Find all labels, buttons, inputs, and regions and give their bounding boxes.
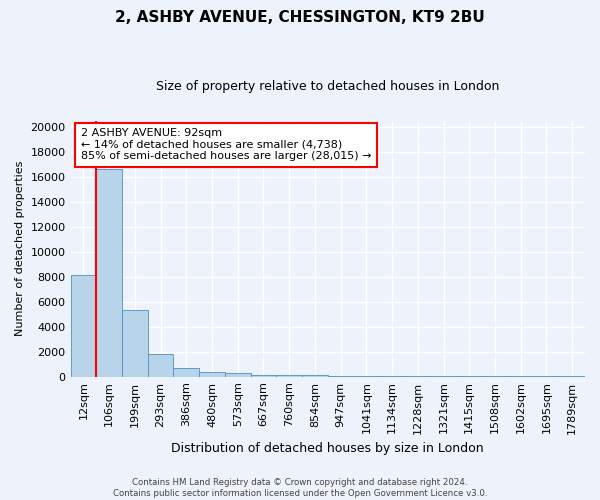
Bar bbox=[71, 276, 96, 376]
Text: Contains HM Land Registry data © Crown copyright and database right 2024.
Contai: Contains HM Land Registry data © Crown c… bbox=[113, 478, 487, 498]
Bar bbox=[199, 372, 225, 376]
Text: 2, ASHBY AVENUE, CHESSINGTON, KT9 2BU: 2, ASHBY AVENUE, CHESSINGTON, KT9 2BU bbox=[115, 10, 485, 25]
Bar bbox=[148, 354, 173, 376]
Bar bbox=[251, 374, 277, 376]
Bar bbox=[277, 375, 302, 376]
X-axis label: Distribution of detached houses by size in London: Distribution of detached houses by size … bbox=[172, 442, 484, 455]
Bar bbox=[225, 374, 251, 376]
Title: Size of property relative to detached houses in London: Size of property relative to detached ho… bbox=[156, 80, 499, 93]
Text: 2 ASHBY AVENUE: 92sqm
← 14% of detached houses are smaller (4,738)
85% of semi-d: 2 ASHBY AVENUE: 92sqm ← 14% of detached … bbox=[81, 128, 371, 162]
Bar bbox=[96, 170, 122, 376]
Y-axis label: Number of detached properties: Number of detached properties bbox=[15, 161, 25, 336]
Bar bbox=[173, 368, 199, 376]
Bar bbox=[122, 310, 148, 376]
